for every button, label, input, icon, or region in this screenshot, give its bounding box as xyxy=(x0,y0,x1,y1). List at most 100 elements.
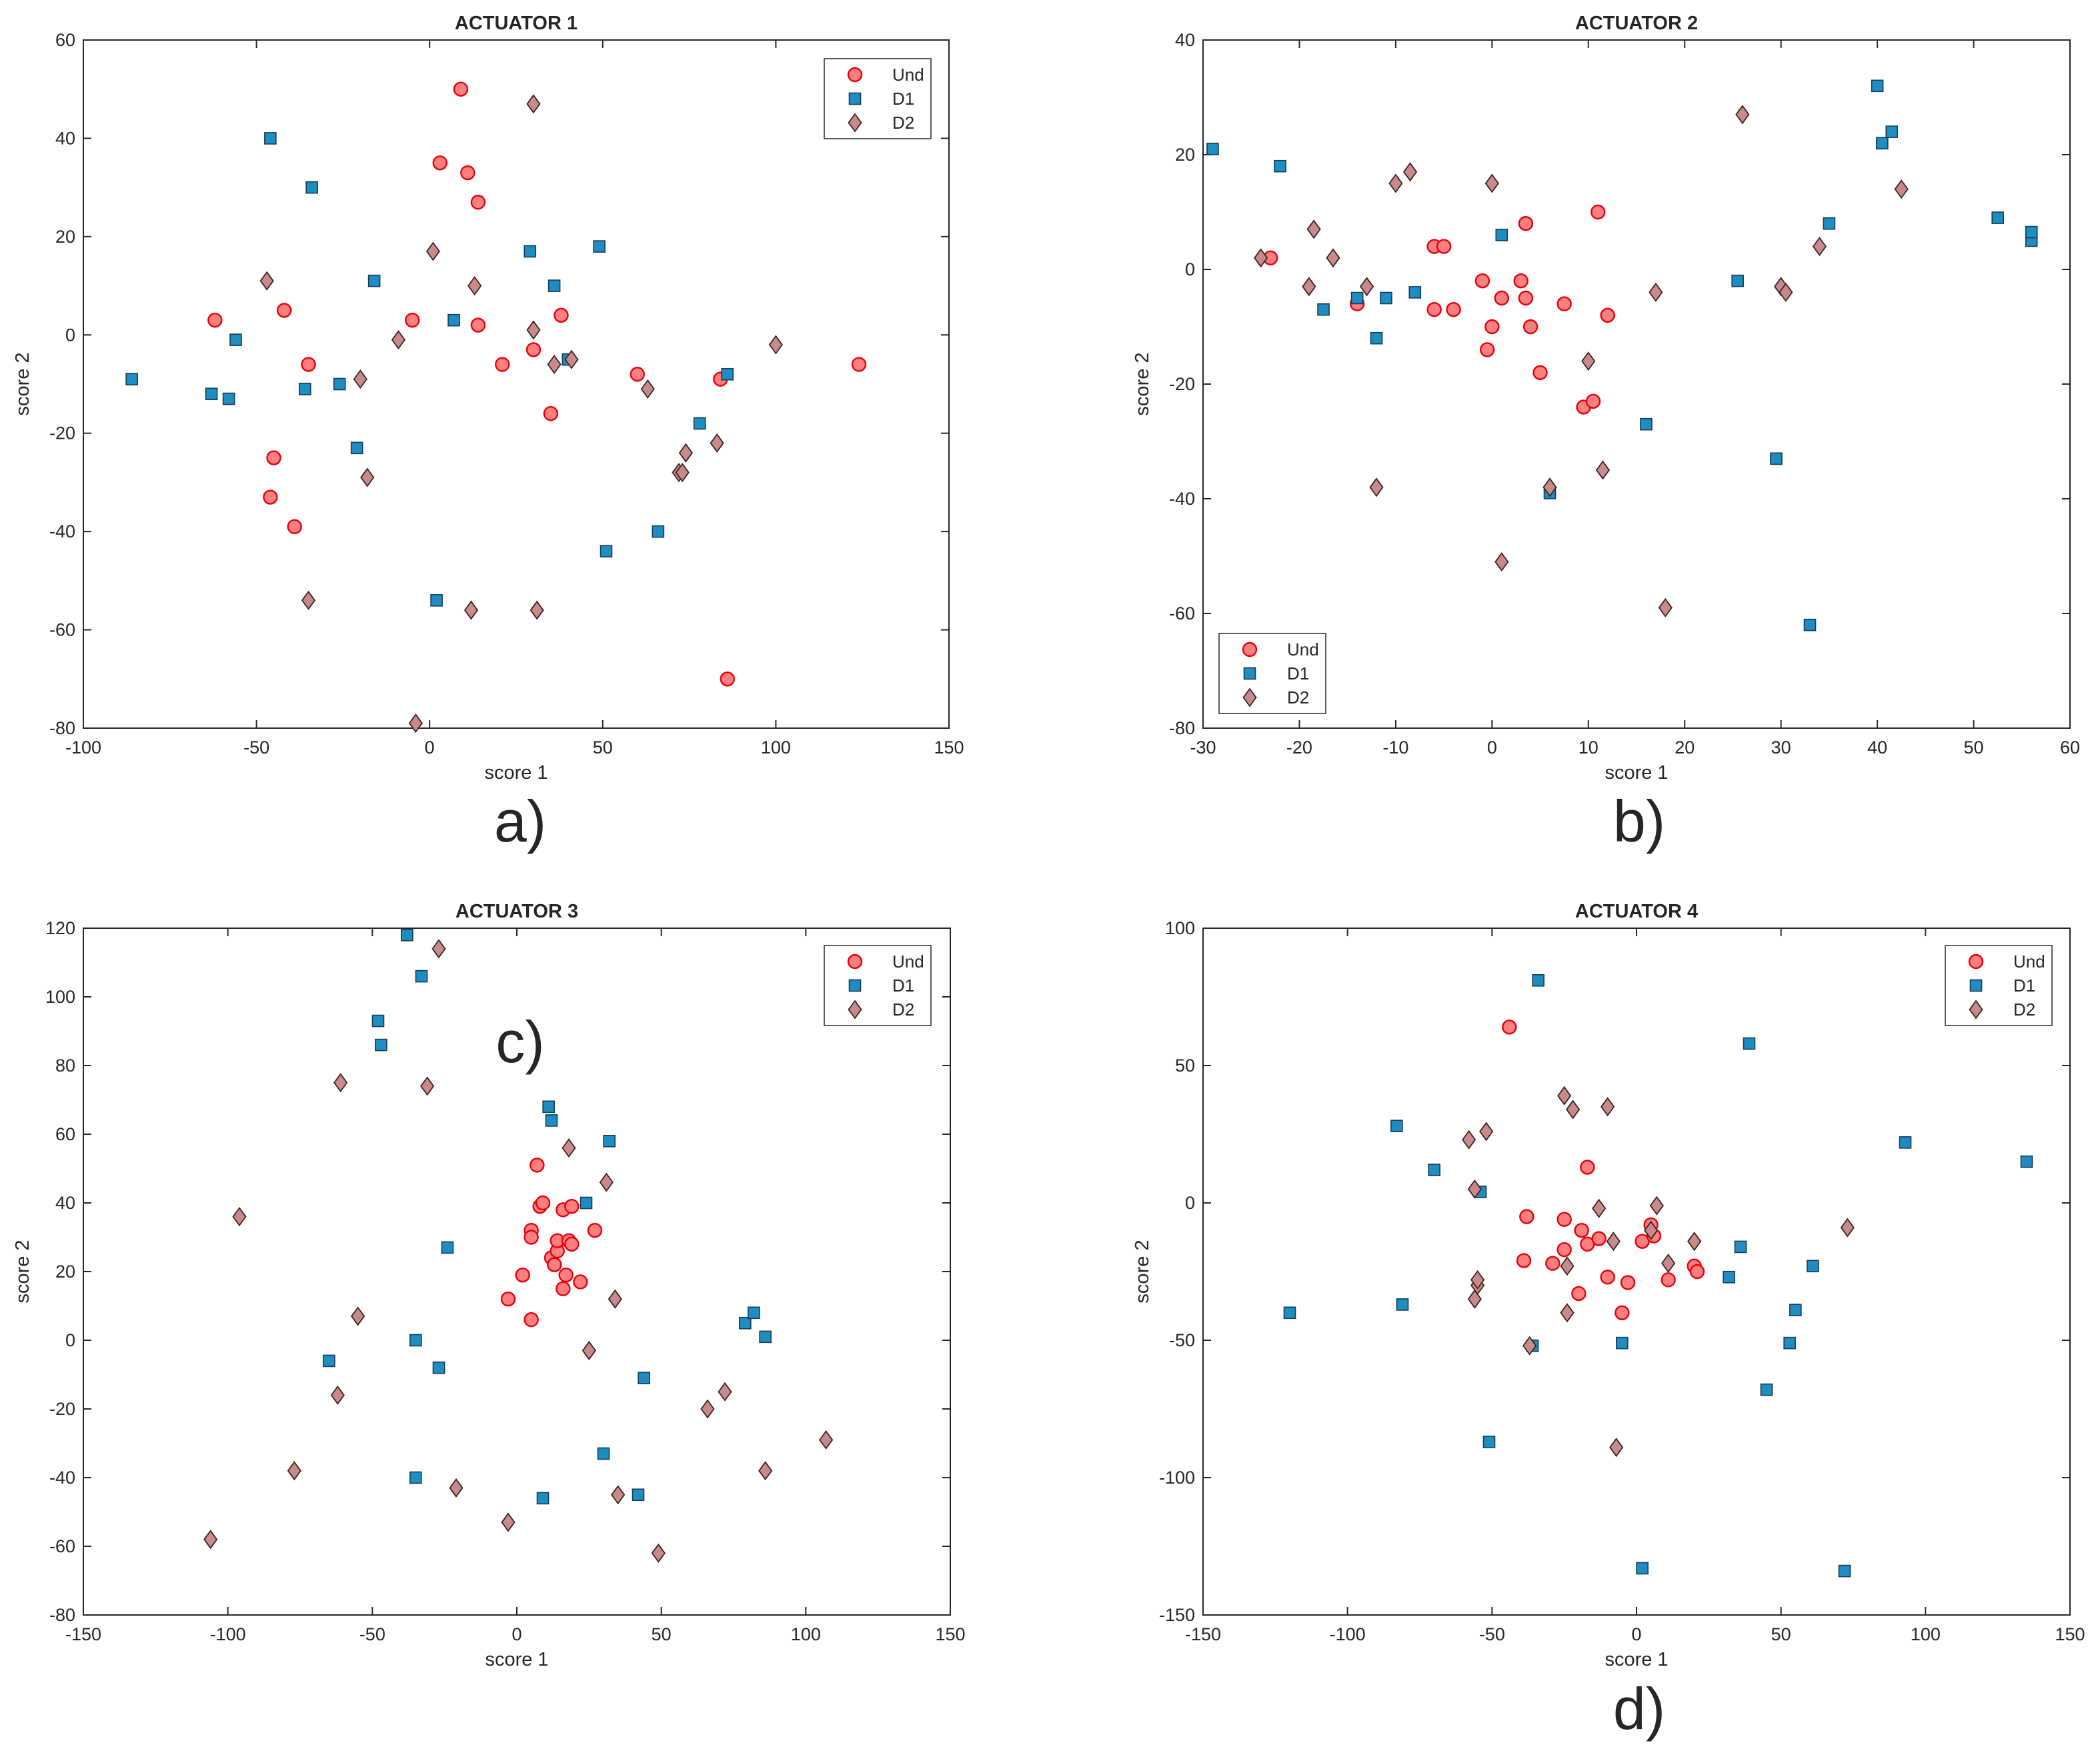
y-tick-label: 60 xyxy=(55,1124,75,1144)
point-d2 xyxy=(1484,173,1499,193)
point-d1 xyxy=(367,274,381,287)
series-und xyxy=(500,1158,603,1328)
point-d2 xyxy=(599,1172,614,1192)
point-d1 xyxy=(1370,331,1383,345)
point-d2 xyxy=(259,271,274,291)
point-und xyxy=(526,342,542,357)
y-tick-label: 0 xyxy=(1185,259,1195,279)
legend-box xyxy=(1218,633,1326,714)
point-d2 xyxy=(232,1207,247,1227)
point-d1 xyxy=(1838,1564,1851,1578)
point-d1 xyxy=(542,1100,555,1114)
point-d1 xyxy=(305,181,318,194)
point-d2 xyxy=(819,1430,834,1450)
point-und xyxy=(530,1158,545,1173)
point-d1 xyxy=(1743,1037,1756,1050)
point-d2 xyxy=(1254,248,1268,268)
legend-marker-d1 xyxy=(848,92,862,105)
point-und xyxy=(573,1274,588,1290)
x-tick-label: 50 xyxy=(1771,1624,1791,1644)
point-d2 xyxy=(1402,162,1418,182)
y-tick-label: 20 xyxy=(55,1262,75,1282)
x-tick-label: -50 xyxy=(1479,1624,1505,1644)
point-d2 xyxy=(408,713,423,733)
point-und xyxy=(630,367,645,382)
legend-label-d2: D2 xyxy=(1287,687,1309,707)
point-d1 xyxy=(222,392,235,405)
point-d2 xyxy=(391,330,406,350)
point-d2 xyxy=(530,600,544,620)
x-tick-label: -30 xyxy=(1190,737,1216,757)
point-d1 xyxy=(1396,1298,1409,1311)
legend-marker-d2 xyxy=(848,1000,862,1020)
x-tick-label: 150 xyxy=(935,1624,965,1644)
point-und xyxy=(287,519,302,534)
point-d2 xyxy=(333,1073,348,1093)
point-d1 xyxy=(1734,1240,1747,1254)
point-d2 xyxy=(351,1306,365,1326)
point-d1 xyxy=(264,132,277,145)
point-d1 xyxy=(1390,1120,1403,1132)
y-tick-label: -50 xyxy=(1169,1330,1195,1350)
x-tick-label: -100 xyxy=(1330,1624,1366,1644)
point-d1 xyxy=(1876,137,1889,150)
legend-label-d2: D2 xyxy=(892,113,914,133)
series-und xyxy=(207,81,867,687)
y-tick-label: -60 xyxy=(1169,603,1195,623)
point-d2 xyxy=(1735,105,1750,125)
point-d1 xyxy=(323,1354,335,1368)
point-d2 xyxy=(1581,351,1596,371)
x-tick-label: -150 xyxy=(1185,1624,1221,1644)
point-und xyxy=(1574,1222,1589,1238)
y-tick-label: -60 xyxy=(49,1536,75,1556)
legend-label-und: Und xyxy=(892,65,924,85)
point-und xyxy=(1502,1020,1517,1035)
point-und xyxy=(1556,296,1572,311)
point-d1 xyxy=(638,1372,650,1384)
point-d2 xyxy=(1359,277,1374,297)
point-d1 xyxy=(2020,1155,2033,1168)
point-d2 xyxy=(1644,1220,1659,1240)
x-tick-label: -100 xyxy=(65,737,101,757)
point-d1 xyxy=(759,1330,772,1344)
series-und xyxy=(1502,1020,1705,1321)
point-d1 xyxy=(1885,125,1899,138)
legend-label-d1: D1 xyxy=(1287,663,1309,683)
panel-label-d: d) xyxy=(1613,1676,1665,1742)
y-tick-label: 60 xyxy=(55,30,75,50)
point-d1 xyxy=(1636,1562,1649,1575)
point-d2 xyxy=(1687,1232,1702,1252)
point-d1 xyxy=(1823,217,1836,230)
point-d1 xyxy=(1495,229,1508,241)
legend-marker-und xyxy=(847,67,863,83)
series-und xyxy=(1262,204,1615,415)
point-und xyxy=(1518,290,1534,306)
point-und xyxy=(558,1267,574,1283)
point-d2 xyxy=(301,590,316,610)
panel-actuator-2: -30 -20 -10 0 10 20 30 40 50 60 -80 -60 -40 -20 0 20 40 A… xyxy=(1132,13,2080,854)
point-d2 xyxy=(1557,1086,1572,1106)
point-d1 xyxy=(1283,1306,1296,1320)
point-d1 xyxy=(1807,1260,1819,1273)
point-d2 xyxy=(700,1399,715,1419)
point-d2 xyxy=(718,1382,732,1402)
x-tick-label: 50 xyxy=(1964,737,1984,757)
point-und xyxy=(1484,319,1500,335)
point-d2 xyxy=(1894,179,1909,199)
point-d1 xyxy=(693,417,706,430)
series-d2 xyxy=(1462,1086,1855,1458)
point-d1 xyxy=(1616,1336,1629,1350)
point-d2 xyxy=(1592,1198,1607,1218)
point-d2 xyxy=(425,241,441,261)
chart-title: ACTUATOR 2 xyxy=(1575,13,1698,34)
point-d2 xyxy=(431,939,446,959)
point-d1 xyxy=(375,1038,387,1052)
x-tick-label: 30 xyxy=(1771,737,1791,757)
y-tick-label: -20 xyxy=(1169,374,1195,394)
point-und xyxy=(556,1281,571,1296)
point-d2 xyxy=(353,369,367,389)
point-und xyxy=(535,1195,551,1211)
point-d2 xyxy=(1306,219,1321,239)
point-d1 xyxy=(536,1492,550,1505)
